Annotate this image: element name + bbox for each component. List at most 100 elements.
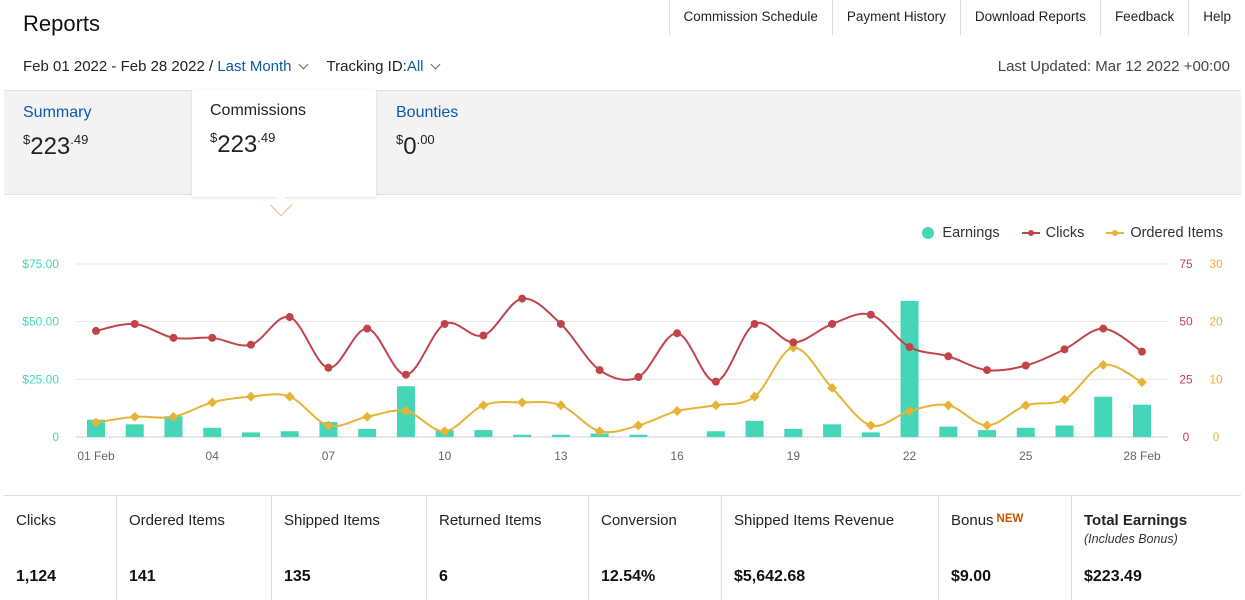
earnings-bar [164,416,183,437]
metric-returned-items: Returned Items 6 [427,496,589,600]
clicks-point [130,319,139,328]
x-tick-label: 22 [903,449,917,463]
help-button[interactable]: Help [1189,0,1245,35]
ordered-items-line-icon [1106,227,1125,239]
y-left-tick-label: 0 [52,430,59,444]
ordered-items-point [633,420,644,431]
y-right-ordered-tick-label: 30 [1209,257,1223,271]
tracking-id-label: Tracking ID: [326,58,407,75]
clicks-point [828,319,837,328]
tab-summary-label[interactable]: Summary [23,104,92,121]
earnings-bar [629,434,648,437]
ordered-items-point [362,411,373,422]
clicks-point [634,373,643,382]
x-tick-label: 13 [554,449,568,463]
ordered-items-point [710,400,721,411]
ordered-items-line [95,346,1143,434]
clicks-point [944,352,953,361]
date-range: Feb 01 2022 - Feb 28 2022 / [23,58,214,75]
clicks-point [983,366,992,375]
clicks-point [363,324,372,333]
ordered-items-point [555,400,566,411]
earnings-bar [1133,404,1151,437]
clicks-point [1099,324,1108,333]
x-tick-label: 16 [670,449,684,463]
clicks-point [750,319,759,328]
clicks-line [95,297,1143,383]
tab-commissions[interactable]: Commissions $223.49 [192,89,376,197]
clicks-point [401,370,410,379]
earnings-bar [939,426,958,437]
page-title: Reports [23,11,101,36]
new-badge: NEW [996,513,1024,525]
legend-earnings[interactable]: Earnings [922,225,1000,241]
chevron-down-icon[interactable] [430,59,440,70]
tracking-id-dropdown[interactable]: All [406,58,424,75]
ordered-items-point [982,420,992,431]
active-tab-caret [269,193,293,217]
top-nav: Commission Schedule Payment History Down… [668,0,1245,35]
clicks-line-icon [1021,227,1040,239]
legend-clicks[interactable]: Clicks [1021,225,1084,241]
earnings-bar [1016,427,1035,437]
x-tick-label: 04 [206,449,220,463]
earnings-bar [87,419,105,437]
earnings-bar [823,424,842,437]
tab-bounties-label[interactable]: Bounties [396,104,459,121]
clicks-point [479,331,488,340]
earnings-bar [745,420,764,437]
y-right-ordered-tick-label: 0 [1213,430,1220,444]
chevron-down-icon[interactable] [298,59,308,70]
ordered-items-point [827,383,838,393]
payment-history-button[interactable]: Payment History [832,0,961,35]
x-tick-label: 19 [787,449,801,463]
x-tick-label: 10 [438,449,452,463]
filter-bar: Feb 01 2022 - Feb 28 2022 / Last Month T… [23,58,440,75]
metric-ordered-items: Ordered Items 141 [117,496,272,600]
feedback-button[interactable]: Feedback [1100,0,1190,35]
ordered-items-point [284,391,295,402]
ordered-items-point [1020,400,1031,411]
y-right-clicks-tick-label: 75 [1179,257,1193,271]
y-right-ordered-tick-label: 10 [1209,372,1223,386]
tab-bounties[interactable]: Bounties $0.00 [396,91,556,195]
period-dropdown[interactable]: Last Month [217,58,292,75]
earnings-bar [706,431,725,437]
ordered-items-point [749,391,760,402]
ordered-items-point [91,417,101,428]
x-tick-label: 25 [1019,449,1033,463]
ordered-items-point [400,406,411,416]
earnings-bar [358,428,377,437]
ordered-items-point [1059,394,1070,405]
earnings-bar [784,428,803,437]
ordered-items-point [129,411,140,422]
earnings-chart: 0 0 0 $25.00 25 10 $50.00 50 20 $75.00 75 30 01 Feb 0… [22,257,1223,463]
ordered-items-point [865,420,876,431]
y-right-clicks-tick-label: 50 [1179,315,1193,329]
last-updated: Last Updated: Mar 12 2022 +00:00 [997,58,1230,75]
clicks-point [673,329,682,338]
ordered-items-point [246,391,256,402]
x-tick-label: 01 Feb [77,449,115,463]
tab-commissions-label[interactable]: Commissions [210,102,307,119]
y-left-tick-label: $50.00 [22,315,59,329]
x-tick-label: 28 Feb [1123,449,1161,463]
clicks-point [1138,347,1146,356]
clicks-point [285,313,294,322]
legend-ordered-items[interactable]: Ordered Items [1106,225,1223,241]
x-tick-label: 07 [322,449,336,463]
ordered-items-point [943,400,954,411]
clicks-point [1021,361,1030,370]
clicks-point [169,333,178,342]
tab-summary[interactable]: Summary $223.49 [23,91,183,195]
ordered-items-point [1137,377,1147,388]
commission-schedule-button[interactable]: Commission Schedule [669,0,833,35]
clicks-point [324,363,333,372]
clicks-point [208,333,217,342]
metric-shipped-items: Shipped Items 135 [272,496,427,600]
download-reports-button[interactable]: Download Reports [960,0,1101,35]
metrics-row: Clicks 1,124 Ordered Items 141 Shipped I… [4,495,1241,600]
clicks-point [92,326,100,335]
earnings-bar [203,427,222,437]
earnings-bar [513,434,532,437]
